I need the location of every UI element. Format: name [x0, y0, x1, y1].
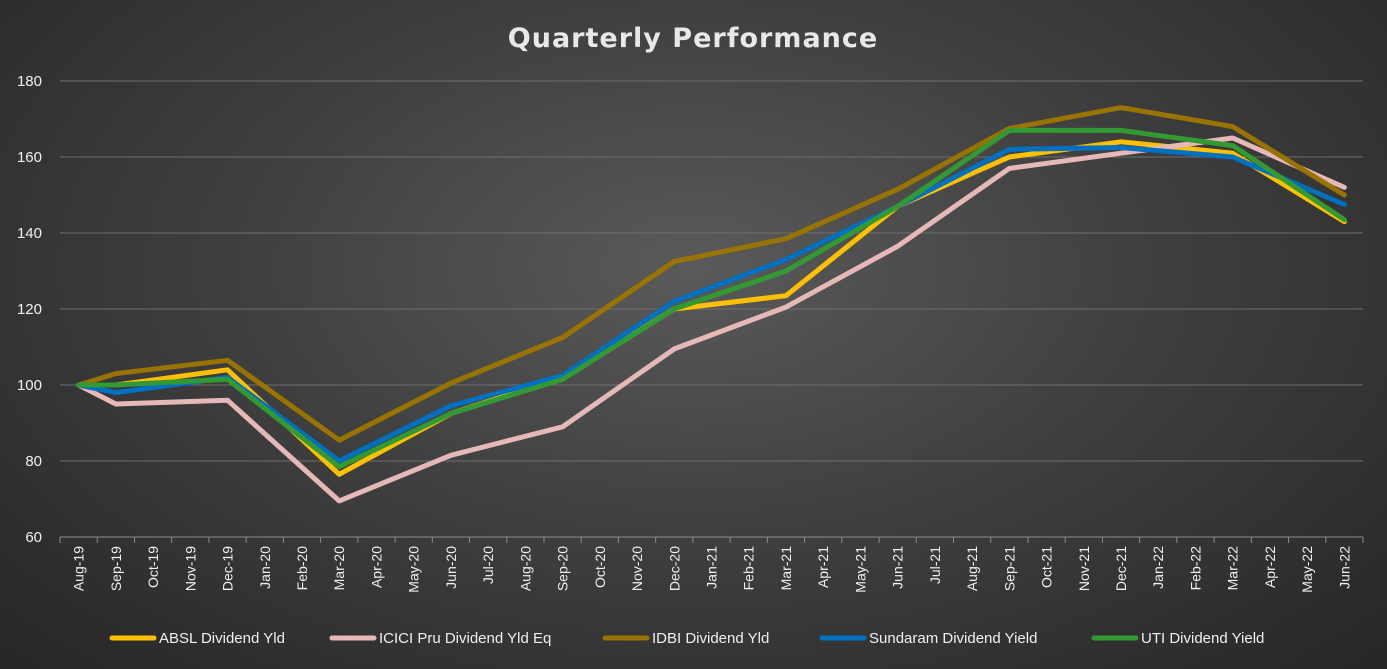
series-line-1 [76, 139, 1347, 477]
x-tick-label: Apr-21 [815, 546, 831, 588]
legend-label: IDBI Dividend Yld [652, 630, 769, 647]
x-tick-label: Feb-21 [741, 546, 757, 591]
y-tick-label: 80 [25, 453, 42, 470]
x-tick-label: Aug-20 [517, 546, 533, 591]
y-tick-label: 120 [17, 301, 42, 318]
x-tick-label: Aug-19 [71, 546, 87, 591]
legend-item: Sundaram Dividend Yield [819, 630, 1037, 647]
x-tick-label: Sep-21 [1001, 546, 1017, 591]
x-tick-label: May-20 [406, 546, 422, 593]
x-tick-label: Aug-21 [964, 546, 980, 591]
x-tick-label: Apr-22 [1262, 546, 1278, 588]
y-tick-label: 100 [17, 377, 42, 394]
y-tick-label: 180 [17, 73, 42, 90]
y-tick-label: 60 [25, 529, 42, 546]
x-tick-label: Feb-22 [1187, 546, 1203, 591]
x-axis: Aug-19 Sep-19 Oct-19 Nov-19 Dec-19 Jan-20 Feb-… [59, 536, 1364, 593]
x-tick-label: Mar-22 [1225, 546, 1241, 591]
x-tick-label: Dec-19 [220, 546, 236, 591]
x-tick-label: May-22 [1299, 546, 1315, 593]
x-tick-label: Sep-19 [108, 546, 124, 591]
x-tick-label: Mar-21 [778, 546, 794, 591]
legend-item: IDBI Dividend Yld [602, 630, 769, 647]
x-tick-label: Sep-20 [555, 546, 571, 591]
x-tick-label: Jan-20 [257, 546, 273, 589]
chart-title: Quarterly Performance [508, 23, 878, 54]
legend-label: ABSL Dividend Yld [159, 630, 285, 647]
x-tick-label: Oct-21 [1039, 546, 1055, 588]
series-line-5 [76, 127, 1347, 470]
x-tick-label: Feb-20 [294, 546, 310, 591]
legend-item: UTI Dividend Yield [1091, 630, 1264, 647]
x-tick-label: Dec-21 [1113, 546, 1129, 591]
x-tick-label: Jan-21 [704, 546, 720, 589]
x-tick-label: May-21 [852, 546, 868, 593]
x-tick-label: Jun-21 [890, 546, 906, 589]
legend-item: ABSL Dividend Yld [109, 630, 285, 647]
y-tick-label: 160 [17, 149, 42, 166]
x-tick-label: Oct-19 [145, 546, 161, 588]
x-tick-label: Mar-20 [331, 546, 347, 591]
gridlines [60, 80, 1363, 462]
x-tick-label: Jun-20 [443, 546, 459, 589]
legend-item: ICICI Pru Dividend Yld Eq [329, 630, 551, 647]
y-tick-label: 140 [17, 225, 42, 242]
x-tick-label: Jan-22 [1150, 546, 1166, 589]
legend-label: Sundaram Dividend Yield [869, 630, 1037, 647]
series-lines [76, 105, 1347, 504]
x-tick-label: Nov-19 [182, 546, 198, 591]
x-tick-label: Jul-20 [480, 546, 496, 584]
legend: ABSL Dividend Yld ICICI Pru Dividend Yld … [109, 630, 1264, 647]
x-tick-label: Jul-21 [927, 546, 943, 584]
x-tick-label: Jun-22 [1336, 546, 1352, 589]
legend-label: UTI Dividend Yield [1141, 630, 1264, 647]
legend-label: ICICI Pru Dividend Yld Eq [379, 630, 551, 647]
x-tick-label: Nov-20 [629, 546, 645, 591]
x-tick-label: Dec-20 [666, 546, 682, 591]
x-tick-label: Oct-20 [592, 546, 608, 588]
series-line-3 [76, 105, 1347, 443]
x-tick-label: Nov-21 [1076, 546, 1092, 591]
y-axis: 60 80 100 120 140 160 180 [17, 73, 42, 546]
x-tick-label: Apr-20 [368, 546, 384, 588]
series-line-2 [76, 135, 1347, 504]
